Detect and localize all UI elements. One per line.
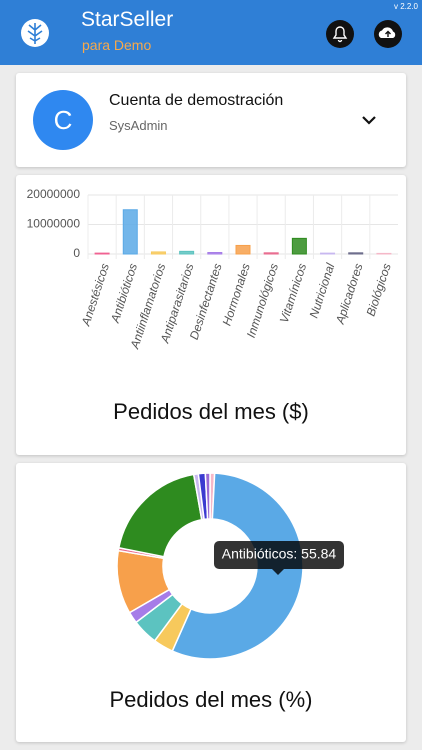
chart-title: Pedidos del mes (%) [110,687,313,712]
bar [94,252,110,255]
x-tick-label: Antibióticos [108,262,141,326]
bar [122,209,138,255]
bar [320,252,336,255]
account-card[interactable]: C Cuenta de demostración SysAdmin [16,73,406,167]
app-header: StarSeller para Demo v 2.2.0 [0,0,422,65]
x-tick-label: Hormonales [220,262,253,328]
bar [263,252,279,255]
notifications-button[interactable] [326,20,354,48]
avatar: C [33,90,93,150]
donut-slice [117,473,203,558]
x-tick-label: Nutricional [307,261,338,320]
bar [376,252,392,255]
bar [179,250,195,255]
logo-tree [27,23,43,44]
bar [291,237,307,255]
tooltip: Antibióticos: 55.84 [222,546,337,562]
bar [207,252,223,255]
y-tick-label: 20000000 [27,187,81,201]
chart-title: Pedidos del mes ($) [113,399,309,424]
y-tick-label: 10000000 [27,217,81,231]
bar [348,252,364,255]
x-tick-label: Aplicadores [333,262,366,327]
bar [235,244,251,255]
app-subtitle: para Demo [82,37,152,53]
bar [150,251,166,255]
account-role: SysAdmin [109,118,168,133]
tooltip-box [214,541,344,569]
bell-icon [332,26,348,43]
app-title: StarSeller [81,8,174,31]
bar-chart: 0 10000000 20000000 AnestésicosAntibióticos… [27,187,398,424]
x-tick-label: Biológicos [364,262,394,318]
upload-arrow [385,30,391,37]
header-graphics [21,19,402,48]
donut-card: Antibióticos: 55.84 Pedidos del mes (%) [16,463,406,742]
tooltip-arrow [272,569,284,575]
x-tick-label: Anestésicos [78,262,112,329]
account-name: Cuenta de demostración [109,92,284,109]
version: v 2.2.0 [393,2,418,11]
expand-icon[interactable] [359,110,379,130]
bar-card: 0 10000000 20000000 Anestésicos Antibióticos… [16,175,406,455]
donut-chart: Antibióticos: 55.84 Pedidos del mes (%) [110,472,344,712]
x-tick-label: Vitamínicos [277,262,309,325]
y-tick-label: 0 [73,246,80,260]
donut-slice [204,472,211,520]
